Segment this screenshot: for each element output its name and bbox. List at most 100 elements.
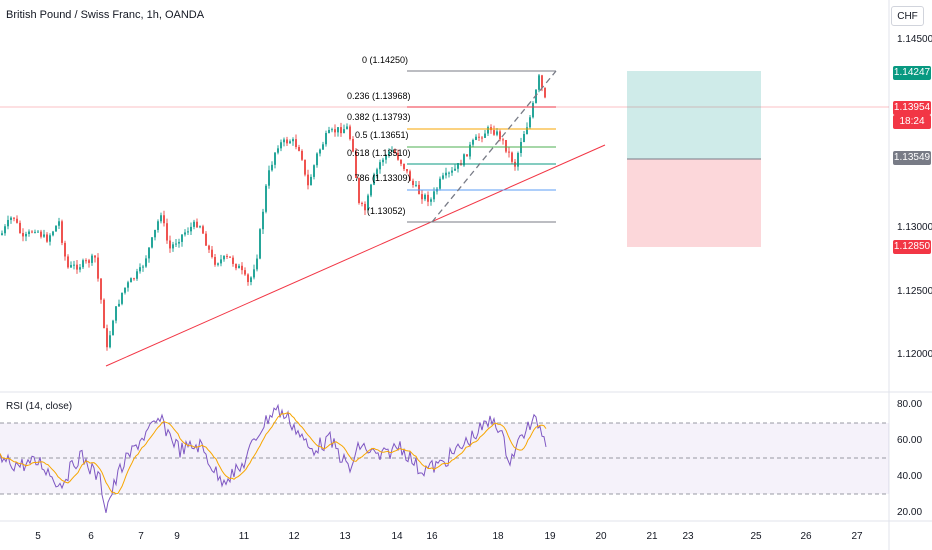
candle-body	[523, 133, 525, 143]
candle-body	[322, 144, 324, 150]
candle-body	[115, 306, 117, 321]
candle-body	[103, 299, 105, 329]
candle-body	[256, 258, 258, 270]
rsi-tick: 20.00	[897, 507, 923, 518]
candle-body	[424, 194, 426, 200]
candle-body	[331, 129, 333, 131]
candle-body	[226, 255, 228, 257]
candle-body	[319, 149, 321, 154]
time-label: 5	[35, 531, 41, 542]
time-label: 23	[682, 531, 694, 542]
candle-body	[487, 127, 489, 134]
candle-body	[67, 256, 69, 268]
candle-body	[259, 229, 261, 259]
candle-body	[334, 129, 336, 133]
rsi-tick: 40.00	[897, 471, 923, 482]
candle-body	[277, 148, 279, 153]
candlestick-series	[1, 73, 546, 351]
candle-body	[475, 136, 477, 140]
candle-body	[313, 165, 315, 177]
candle-body	[508, 151, 510, 153]
candle-body	[109, 335, 111, 348]
candle-body	[385, 155, 387, 160]
candle-body	[19, 222, 21, 233]
candle-body	[415, 184, 417, 186]
fib-level-label: 0.5 (1.13651)	[355, 130, 409, 140]
rsi-line	[0, 403, 547, 513]
candle-body	[316, 153, 318, 166]
stop-price-tag: 1.12850	[893, 240, 931, 254]
candle-body	[79, 267, 81, 270]
candle-body	[394, 150, 396, 153]
currency-button[interactable]: CHF	[891, 6, 924, 26]
candle-body	[286, 139, 288, 144]
loss-zone	[627, 159, 761, 247]
candle-body	[25, 233, 27, 237]
candle-body	[439, 178, 441, 189]
candle-body	[13, 217, 15, 219]
candle-body	[118, 303, 120, 307]
rsi-pane	[0, 403, 889, 513]
candle-body	[496, 131, 498, 135]
candle-body	[43, 234, 45, 237]
current-price-tag: 1.13954	[893, 101, 931, 115]
candle-body	[271, 164, 273, 171]
candle-body	[52, 231, 54, 236]
candle-body	[403, 163, 405, 170]
time-label: 25	[750, 531, 762, 542]
candle-body	[442, 175, 444, 179]
rsi-band	[0, 423, 889, 494]
candle-body	[499, 131, 501, 140]
time-label: 26	[800, 531, 812, 542]
candle-body	[430, 199, 432, 202]
candle-body	[469, 144, 471, 157]
candle-body	[151, 237, 153, 248]
fib-level-label: 0.786 (1.13309)	[347, 173, 411, 183]
candle-body	[388, 151, 390, 156]
candle-body	[133, 278, 135, 280]
candle-body	[292, 139, 294, 142]
rsi-title[interactable]: RSI (14, close)	[6, 401, 73, 412]
time-label: 11	[238, 531, 250, 542]
candle-body	[289, 141, 291, 144]
candle-body	[274, 152, 276, 165]
candle-body	[223, 255, 225, 260]
candle-body	[169, 240, 171, 249]
candle-body	[538, 75, 540, 90]
candle-body	[370, 184, 372, 196]
candle-body	[421, 194, 423, 200]
candle-body	[298, 147, 300, 151]
price-tick: 1.13000	[897, 222, 932, 233]
candle-body	[517, 152, 519, 167]
time-label: 12	[288, 531, 300, 542]
candle-body	[22, 232, 24, 237]
candle-body	[211, 249, 213, 258]
candle-body	[172, 244, 174, 249]
candle-body	[4, 226, 6, 234]
candle-body	[85, 260, 87, 262]
fib-level-label: 0.618 (1.13510)	[347, 148, 411, 158]
candle-body	[136, 271, 138, 279]
candle-body	[301, 150, 303, 160]
candle-body	[58, 221, 60, 226]
candle-body	[55, 225, 57, 232]
candle-body	[214, 257, 216, 265]
trend-line	[105, 144, 606, 367]
fib-level-label: 0.382 (1.13793)	[347, 112, 411, 122]
candle-body	[457, 163, 459, 169]
candle-body	[379, 162, 381, 170]
candle-body	[463, 154, 465, 166]
candle-body	[265, 185, 267, 212]
candle-body	[247, 274, 249, 283]
candle-body	[478, 136, 480, 138]
symbol-title[interactable]: British Pound / Swiss Franc, 1h, OANDA	[6, 9, 205, 21]
candle-body	[484, 133, 486, 138]
candle-body	[46, 234, 48, 242]
candle-body	[481, 137, 483, 139]
candle-body	[49, 235, 51, 242]
candle-body	[400, 159, 402, 164]
candle-body	[268, 170, 270, 186]
candle-body	[178, 241, 180, 244]
candle-body	[262, 211, 264, 230]
